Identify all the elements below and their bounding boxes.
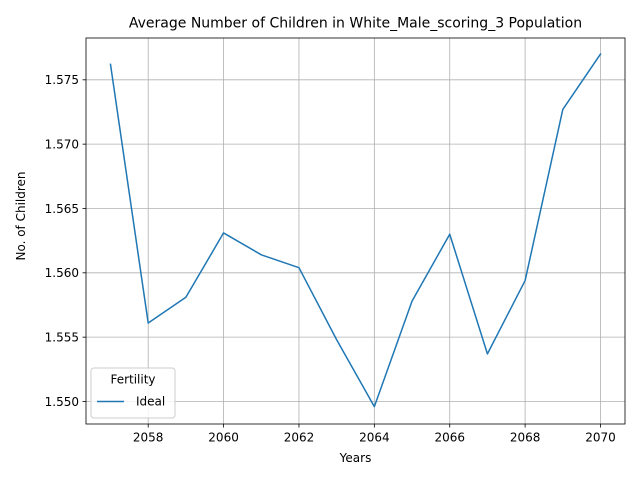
legend: Fertility Ideal	[91, 368, 175, 418]
y-axis-label: No. of Children	[14, 171, 28, 260]
x-tick-label-2068: 2068	[510, 431, 541, 445]
x-tick-label-2062: 2062	[284, 431, 315, 445]
x-tick-label-2060: 2060	[208, 431, 239, 445]
y-tick-label-1.570: 1.570	[45, 137, 79, 151]
y-tick-label-1.560: 1.560	[45, 266, 79, 280]
y-tick-label-1.550: 1.550	[45, 395, 79, 409]
x-tick-label-2066: 2066	[434, 431, 465, 445]
y-tick-label-1.555: 1.555	[45, 330, 79, 344]
legend-label-ideal: Ideal	[136, 395, 165, 409]
x-tick-label-2064: 2064	[359, 431, 390, 445]
x-axis-label: Years	[339, 451, 372, 465]
y-tick-label-1.565: 1.565	[45, 202, 79, 216]
x-tick-label-2070: 2070	[585, 431, 616, 445]
chart-title: Average Number of Children in White_Male…	[129, 16, 582, 32]
legend-title: Fertility	[110, 373, 155, 387]
x-tick-label-2058: 2058	[133, 431, 164, 445]
y-tick-label-1.575: 1.575	[45, 73, 79, 87]
